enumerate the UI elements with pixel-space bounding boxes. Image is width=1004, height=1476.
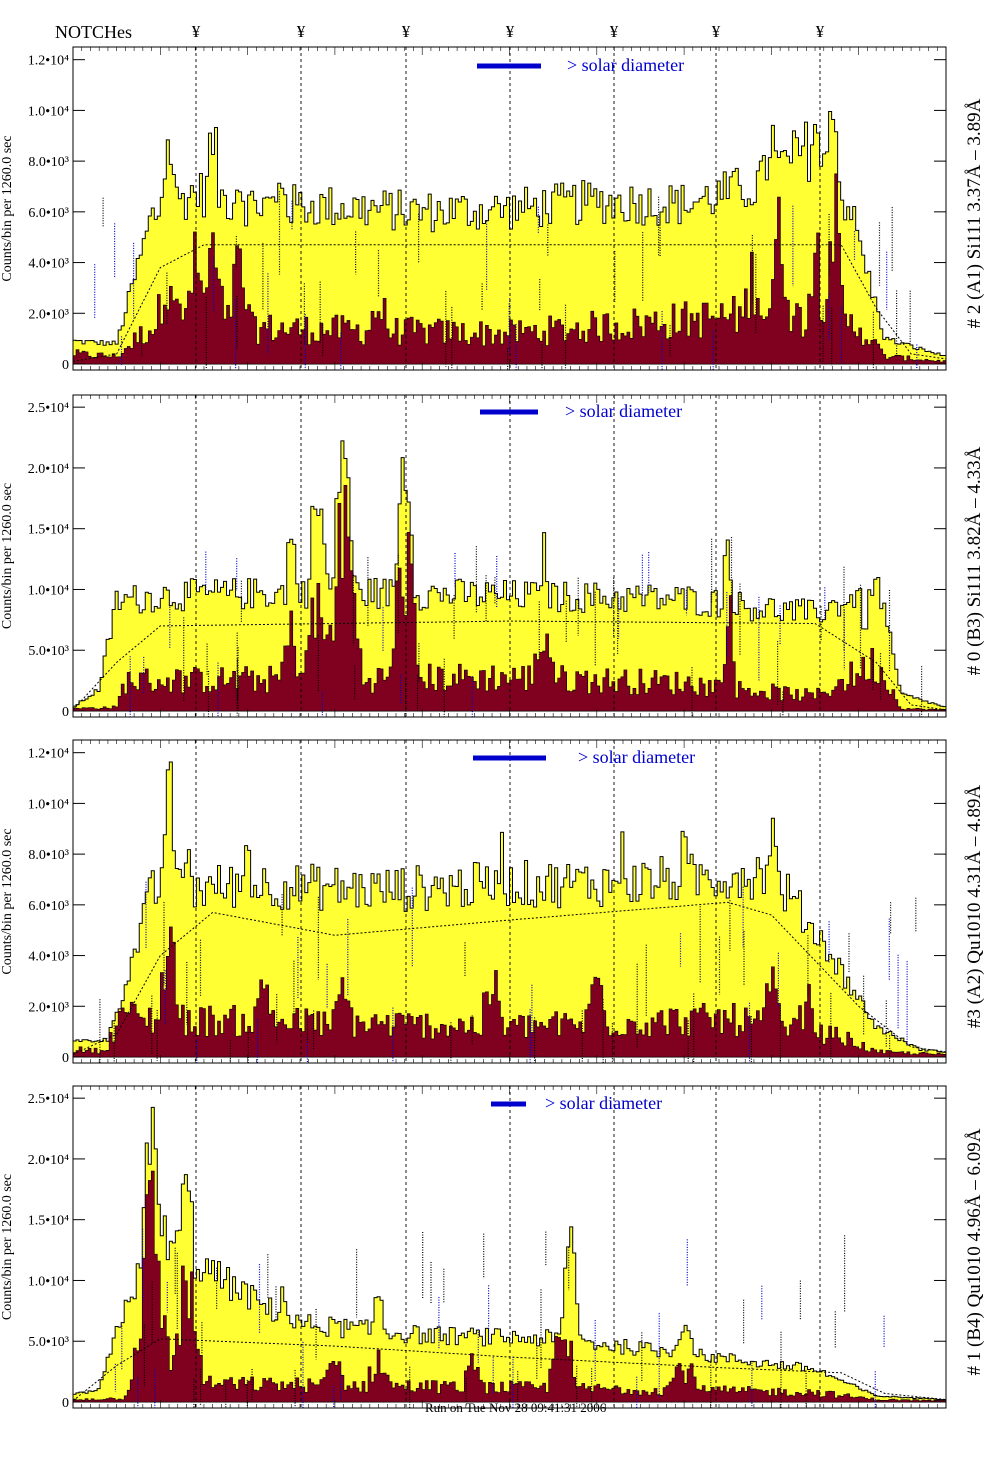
y-tick-label: 1.0•10⁴	[28, 797, 69, 812]
panel-3: 0 2.0•10³ 4.0•10³ 6.0•10³ 8.0•10³ 1.0•10⁴ 1.2•…	[0, 739, 985, 1066]
panel-1: 0 2.0•10³ 4.0•10³ 6.0•10³ 8.0•10³ 1.0•10⁴ 1.2•…	[0, 46, 985, 373]
notch-header: NOTCHes	[55, 22, 132, 42]
notch-marker-7: ¥	[816, 22, 825, 41]
run-timestamp: Run on Tue Nov 28 09:41:31 2006	[425, 1400, 607, 1415]
y-tick-label: 5.0•10³	[28, 644, 69, 659]
notch-marker-3: ¥	[402, 22, 411, 41]
y-tick-label: 0	[62, 705, 69, 720]
panel-4: 0 5.0•10³ 1.0•10⁴ 1.5•10⁴ 2.0•10⁴ 2.5•10⁴ Coun…	[0, 1085, 985, 1411]
panel-label: # 0 (B3) Si111 3.82Å – 4.33Å	[964, 446, 985, 675]
y-tick-label: 4.0•10³	[28, 950, 69, 965]
upper-histogram	[72, 440, 947, 712]
y-tick-label: 1.0•10⁴	[28, 583, 69, 598]
solar-diameter-label: > solar diameter	[567, 55, 684, 75]
y-tick-label: 5.0•10³	[28, 1335, 69, 1350]
notch-marker-4: ¥	[506, 22, 515, 41]
y-tick-label: 0	[62, 1396, 69, 1411]
y-axis-label: Counts/bin per 1260.0 sec	[0, 1174, 15, 1320]
y-tick-label: 1.0•10⁴	[28, 104, 69, 119]
upper-histogram	[72, 1106, 947, 1403]
lower-histogram	[72, 1170, 947, 1403]
panel-label: # 2 (A1) Si111 3.37Å – 3.89Å	[964, 98, 985, 328]
panel-label: # 1 (B4) Qu1010 4.96Å – 6.09Å	[964, 1128, 985, 1375]
fit-curve	[72, 901, 947, 1055]
y-tick-label: 2.5•10⁴	[28, 401, 69, 416]
notch-marker-2: ¥	[297, 22, 306, 41]
upper-histogram	[72, 761, 947, 1058]
y-tick-label: 1.5•10⁴	[28, 1214, 69, 1229]
y-tick-label: 4.0•10³	[28, 257, 69, 272]
solar-diameter-label: > solar diameter	[578, 747, 695, 767]
y-tick-label: 6.0•10³	[28, 206, 69, 221]
y-tick-label: 2.0•10⁴	[28, 462, 69, 477]
y-tick-label: 2.0•10³	[28, 307, 69, 322]
y-tick-label: 1.5•10⁴	[28, 523, 69, 538]
y-tick-label: 8.0•10³	[28, 848, 69, 863]
solar-diameter-label: > solar diameter	[565, 401, 682, 421]
y-tick-label: 1.2•10⁴	[28, 54, 69, 69]
fit-curve	[72, 244, 947, 362]
y-tick-label: 0	[62, 1051, 69, 1066]
panel-label: #3 (A2) Qu1010 4.31Å – 4.89Å	[964, 785, 985, 1029]
y-tick-label: 0	[62, 358, 69, 373]
chart-panels: 0 2.0•10³ 4.0•10³ 6.0•10³ 8.0•10³ 1.0•10⁴ 1.2•…	[0, 46, 985, 1411]
y-axis-label: Counts/bin per 1260.0 sec	[0, 828, 15, 974]
notch-marker-5: ¥	[610, 22, 619, 41]
notch-marker-6: ¥	[712, 22, 721, 41]
solar-diameter-label: > solar diameter	[545, 1093, 662, 1113]
panel-2: 0 5.0•10³ 1.0•10⁴ 1.5•10⁴ 2.0•10⁴ 2.5•10⁴ Coun…	[0, 394, 985, 720]
lower-histogram	[72, 926, 947, 1058]
lower-histogram	[72, 484, 947, 712]
y-tick-label: 2.5•10⁴	[28, 1092, 69, 1107]
y-tick-label: 6.0•10³	[28, 899, 69, 914]
notch-marker-1: ¥	[192, 22, 201, 41]
fit-curve	[72, 620, 947, 711]
y-tick-label: 2.0•10⁴	[28, 1153, 69, 1168]
fit-curve	[72, 1338, 947, 1402]
y-axis-label: Counts/bin per 1260.0 sec	[0, 483, 15, 629]
y-tick-label: 2.0•10³	[28, 1000, 69, 1015]
y-tick-label: 8.0•10³	[28, 155, 69, 170]
notch-markers: ¥ ¥ ¥ ¥ ¥ ¥ ¥	[192, 22, 825, 41]
upper-histogram	[72, 111, 947, 365]
y-tick-label: 1.0•10⁴	[28, 1274, 69, 1289]
y-tick-label: 1.2•10⁴	[28, 747, 69, 762]
y-axis-label: Counts/bin per 1260.0 sec	[0, 135, 15, 281]
